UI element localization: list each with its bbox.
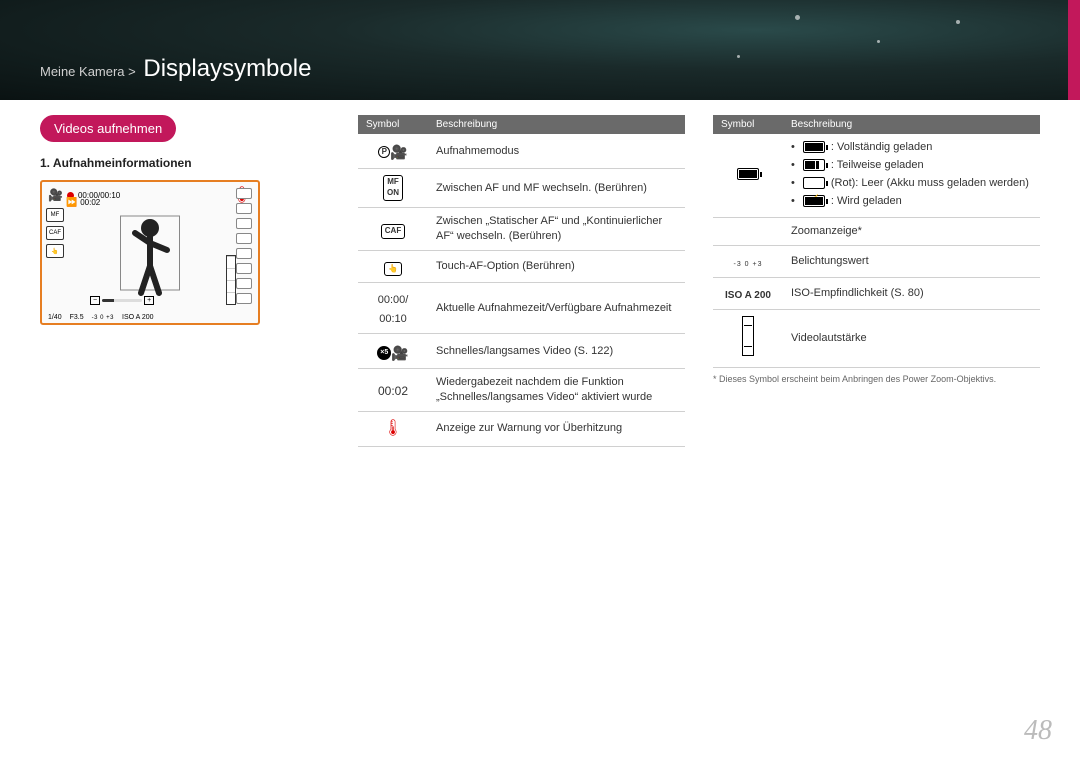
t1-desc: Aktuelle Aufnahmezeit/Verfügbare Aufnahm… — [428, 283, 685, 334]
t2-desc: Zoomanzeige* — [783, 218, 1040, 246]
preview-left-icons: MF CAF 👆 — [46, 208, 66, 258]
preview-aperture: F3.5 — [70, 314, 84, 321]
t1-desc: Wiedergabezeit nachdem die Funktion „Sch… — [428, 369, 685, 412]
column-preview: Videos aufnehmen 1. Aufnahmeinformatione… — [40, 115, 330, 447]
t1-header-symbol: Symbol — [358, 115, 428, 134]
t1-desc: Aufnahmemodus — [428, 134, 685, 169]
legend-table-2: Symbol Beschreibung : Vollständig gelade… — [713, 115, 1040, 368]
t2-desc: Videolautstärke — [783, 310, 1040, 368]
speed-icon: ×5🎥 — [377, 344, 408, 363]
section-pill: Videos aufnehmen — [40, 115, 176, 142]
table-row: : Vollständig geladen : Teilweise gelade… — [713, 134, 1040, 218]
volume-meter-icon — [226, 255, 236, 305]
mode-cam-icon: P🎥 — [378, 142, 407, 162]
table-row: 👆 Touch-AF-Option (Berühren) — [358, 250, 685, 283]
footnote: * Dieses Symbol erscheint beim Anbringen… — [713, 374, 1040, 384]
preview-right-icons — [236, 188, 254, 304]
batt-half-label: : Teilweise geladen — [831, 158, 924, 173]
ev-scale-icon: -3 0 +3 — [734, 261, 763, 268]
af-mf-icon: MFON — [383, 175, 403, 201]
table-row: 🌡 Anzeige zur Warnung vor Überhitzung — [358, 412, 685, 447]
subheading: 1. Aufnahmeinformationen — [40, 156, 330, 170]
touch-af-icon: 👆 — [384, 262, 402, 277]
preview-iso: ISO A 200 — [122, 314, 154, 321]
header-band — [0, 0, 1080, 100]
t2-desc: Belichtungswert — [783, 246, 1040, 278]
preview-bottom-bar: 1/40 F3.5 -3 0 +3 ISO A 200 — [48, 314, 252, 321]
page-number: 48 — [1024, 715, 1052, 747]
table-row: 00:02 Wiedergabezeit nachdem die Funktio… — [358, 369, 685, 412]
column-table2: Symbol Beschreibung : Vollständig gelade… — [713, 115, 1040, 447]
breadcrumb-prefix: Meine Kamera > — [40, 64, 136, 79]
batt-empty-label: (Rot): Leer (Akku muss geladen werden) — [831, 176, 1029, 191]
t1-desc: Anzeige zur Warnung vor Überhitzung — [428, 412, 685, 447]
column-table1: Symbol Beschreibung P🎥 Aufnahmemodus MFO… — [358, 115, 685, 447]
table-row: ×5🎥 Schnelles/langsames Video (S. 122) — [358, 334, 685, 369]
t1-header-desc: Beschreibung — [428, 115, 685, 134]
table-row: ISO A 200 ISO-Empfindlichkeit (S. 80) — [713, 278, 1040, 310]
t1-desc: Schnelles/langsames Video (S. 122) — [428, 334, 685, 369]
table-row: P🎥 Aufnahmemodus — [358, 134, 685, 169]
table-row: 00:00/ 00:10 Aktuelle Aufnahmezeit/Verfü… — [358, 283, 685, 334]
t2-desc: ISO-Empfindlichkeit (S. 80) — [783, 278, 1040, 310]
page-title: Displaysymbole — [143, 55, 311, 82]
table-row: Zoomanzeige* — [713, 218, 1040, 246]
iso-label-icon: ISO A 200 — [725, 290, 771, 301]
legend-table-1: Symbol Beschreibung P🎥 Aufnahmemodus MFO… — [358, 115, 685, 447]
preview-ev: -3 0 +3 — [92, 315, 114, 321]
breadcrumb: Meine Kamera > Displaysymbole — [40, 55, 311, 83]
preview-shutter: 1/40 — [48, 314, 62, 321]
video-volume-icon — [742, 316, 754, 356]
battery-icon — [737, 168, 759, 180]
t1-desc: Zwischen „Statischer AF“ und „Kontinuier… — [428, 207, 685, 250]
t1-desc: Touch-AF-Option (Berühren) — [428, 250, 685, 283]
preview-speed-time: 00:02 — [80, 198, 100, 207]
table-row: Videolautstärke — [713, 310, 1040, 368]
t1-desc: Zwischen AF und MF wechseln. (Berühren) — [428, 169, 685, 208]
time-icon: 00:00/ 00:10 — [378, 294, 409, 325]
camera-icon: 🎥 — [48, 188, 63, 202]
thermo-icon: 🌡 — [383, 420, 403, 437]
caf-icon: CAF — [381, 224, 405, 239]
silhouette-icon — [105, 208, 195, 298]
battery-list: : Vollständig geladen : Teilweise gelade… — [791, 140, 1032, 208]
batt-charge-label: : Wird geladen — [831, 194, 902, 209]
batt-full-label: : Vollständig geladen — [831, 140, 933, 155]
t2-header-symbol: Symbol — [713, 115, 783, 134]
t2-header-desc: Beschreibung — [783, 115, 1040, 134]
screen-preview: 🎥 00:00/00:10 🌡 ⏩ 00:02 MF CAF 👆 — [40, 180, 260, 325]
elapsed-icon: 00:02 — [378, 384, 408, 398]
table-row: -3 0 +3 Belichtungswert — [713, 246, 1040, 278]
table-row: MFON Zwischen AF und MF wechseln. (Berüh… — [358, 169, 685, 208]
table-row: CAF Zwischen „Statischer AF“ und „Kontin… — [358, 207, 685, 250]
